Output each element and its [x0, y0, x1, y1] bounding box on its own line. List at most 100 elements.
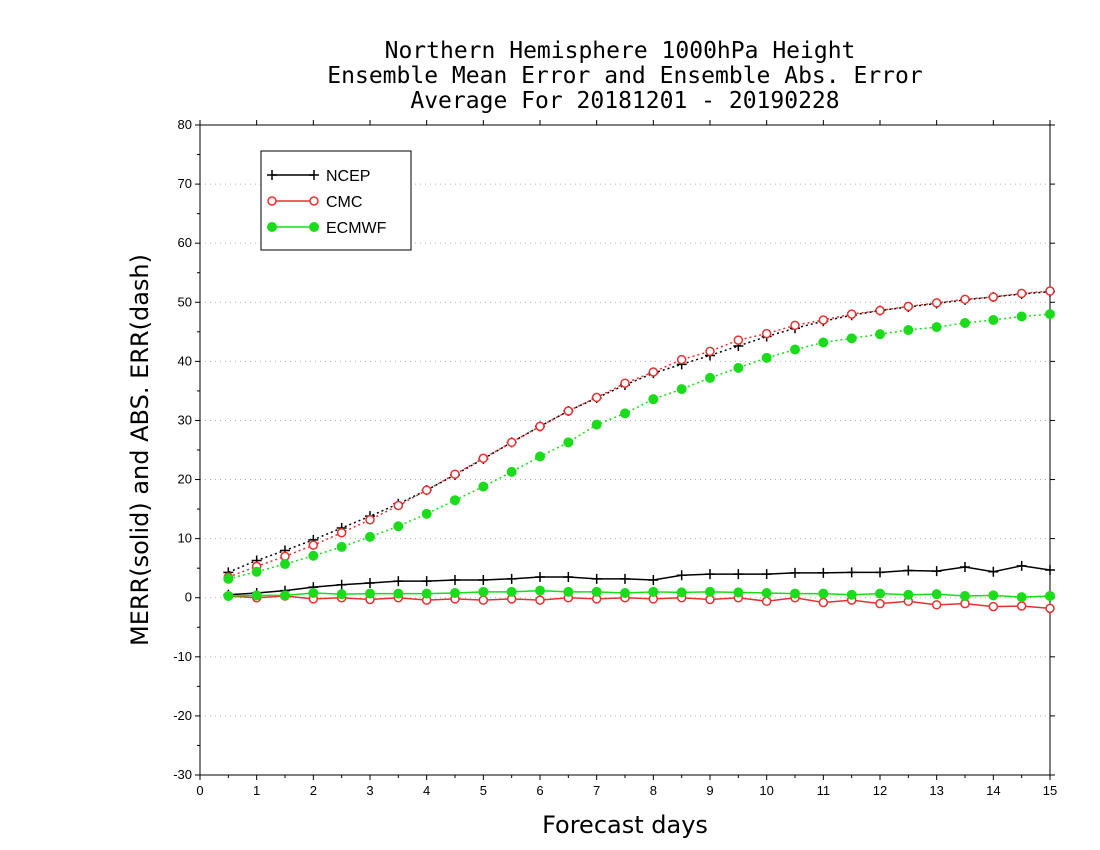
x-tick-label: 11 [817, 783, 831, 798]
point-ecmwf-abs-err [1016, 311, 1027, 322]
point-ncep-merr [761, 569, 772, 580]
point-ncep-merr [1016, 560, 1027, 571]
series-line-cmc-merr [228, 595, 1051, 610]
point-ncep-merr [733, 569, 744, 580]
y-tick-label: 30 [178, 412, 192, 427]
point-cmc-abs-err [705, 346, 715, 357]
point-cmc-merr [988, 601, 999, 612]
point-ecmwf-merr [818, 588, 829, 599]
y-tick-label: -20 [173, 708, 192, 723]
point-ecmwf-merr [733, 587, 744, 598]
point-ecmwf-abs-err [336, 541, 347, 552]
x-tick-label: 14 [986, 783, 1000, 798]
legend-marker-ecmwf [309, 222, 319, 232]
y-axis-label: MERR(solid) and ABS. ERR(dash) [126, 254, 154, 646]
point-ecmwf-abs-err [733, 362, 744, 373]
point-ecmwf-merr [308, 588, 319, 598]
series-line-ecmwf-abs-err [228, 313, 1051, 580]
y-tick-label: 60 [178, 235, 192, 250]
point-ecmwf-abs-err [591, 419, 602, 430]
x-tick-label: 3 [366, 783, 373, 798]
series-cmc [223, 286, 1055, 614]
point-ecmwf-abs-err [223, 573, 234, 584]
point-ecmwf-merr [960, 590, 970, 601]
x-tick-label: 0 [196, 783, 203, 798]
point-ecmwf-abs-err [365, 531, 375, 542]
x-axis-label: Forecast days [542, 811, 708, 839]
point-ecmwf-merr [648, 586, 659, 597]
point-cmc-abs-err [960, 294, 970, 305]
point-cmc-abs-err [648, 367, 659, 377]
point-cmc-merr [1045, 603, 1055, 614]
point-cmc-abs-err [450, 469, 460, 479]
chart-title: Northern Hemisphere 1000hPa Height Ensem… [327, 38, 922, 114]
legend-item-ecmwf: ECMWF [267, 220, 387, 237]
point-ecmwf-abs-err [1045, 309, 1055, 320]
legend-marker-ncep [309, 170, 319, 180]
point-cmc-abs-err [308, 540, 319, 550]
point-ncep-merr [535, 572, 545, 583]
point-ecmwf-merr [705, 586, 715, 597]
legend-item-cmc: CMC [267, 194, 362, 211]
point-ncep-merr [563, 572, 574, 583]
point-ecmwf-abs-err [903, 325, 914, 336]
point-ecmwf-abs-err [393, 521, 404, 532]
point-ncep-merr [506, 573, 517, 584]
point-cmc-abs-err [535, 421, 545, 432]
point-ecmwf-abs-err [960, 317, 970, 328]
point-ecmwf-merr [336, 589, 347, 600]
point-ncep-merr [903, 565, 914, 576]
y-tick-label: 80 [178, 117, 192, 132]
series-ncep [223, 286, 1055, 600]
point-ecmwf-abs-err [790, 344, 800, 355]
point-ecmwf-abs-err [478, 481, 489, 492]
point-ecmwf-abs-err [280, 559, 290, 570]
point-ecmwf-merr [790, 588, 800, 599]
x-tick-label: 15 [1043, 783, 1057, 798]
series-line-cmc-abs-err [228, 290, 1051, 578]
x-tick-label: 5 [480, 783, 487, 798]
y-tick-label: -30 [173, 767, 192, 782]
point-cmc-abs-err [931, 298, 942, 308]
point-cmc-abs-err [676, 354, 687, 365]
x-tick-label: 12 [873, 783, 887, 798]
point-ecmwf-abs-err [875, 329, 885, 340]
y-tick-label: 20 [178, 472, 192, 487]
legend-marker-cmc [267, 196, 277, 206]
point-cmc-abs-err [846, 309, 857, 319]
point-ncep-merr [620, 573, 630, 584]
x-tick-label: 2 [310, 783, 317, 798]
title-line-1: Northern Hemisphere 1000hPa Height [385, 38, 856, 64]
x-tick-label: 7 [593, 783, 600, 798]
point-cmc-abs-err [1045, 286, 1055, 296]
point-cmc-abs-err [1016, 288, 1027, 299]
point-ecmwf-merr [1045, 590, 1055, 601]
point-cmc-merr [1016, 601, 1027, 611]
point-ncep-merr [931, 566, 942, 577]
point-cmc-abs-err [988, 292, 999, 302]
point-ecmwf-abs-err [988, 315, 999, 325]
point-ncep-merr [705, 569, 715, 580]
point-ncep-merr [846, 567, 857, 578]
point-ncep-merr [960, 562, 970, 572]
x-tick-label: 9 [706, 783, 713, 798]
point-ncep-merr [648, 575, 659, 585]
point-cmc-abs-err [818, 315, 829, 325]
legend-label-ecmwf: ECMWF [326, 220, 387, 237]
point-ecmwf-abs-err [931, 322, 942, 333]
point-ecmwf-merr [761, 588, 772, 598]
point-ecmwf-merr [988, 590, 999, 601]
title-line-2: Ensemble Mean Error and Ensemble Abs. Er… [327, 63, 922, 89]
point-ecmwf-merr [280, 590, 290, 601]
point-ecmwf-merr [478, 586, 489, 597]
point-ecmwf-merr [1016, 592, 1027, 603]
point-ecmwf-merr [365, 588, 375, 599]
legend-label-cmc: CMC [326, 194, 362, 211]
point-ecmwf-abs-err [535, 451, 545, 462]
legend-marker-ncep [267, 170, 277, 180]
point-cmc-abs-err [903, 301, 914, 312]
point-ncep-merr [450, 575, 460, 585]
point-ncep-merr [676, 570, 687, 581]
